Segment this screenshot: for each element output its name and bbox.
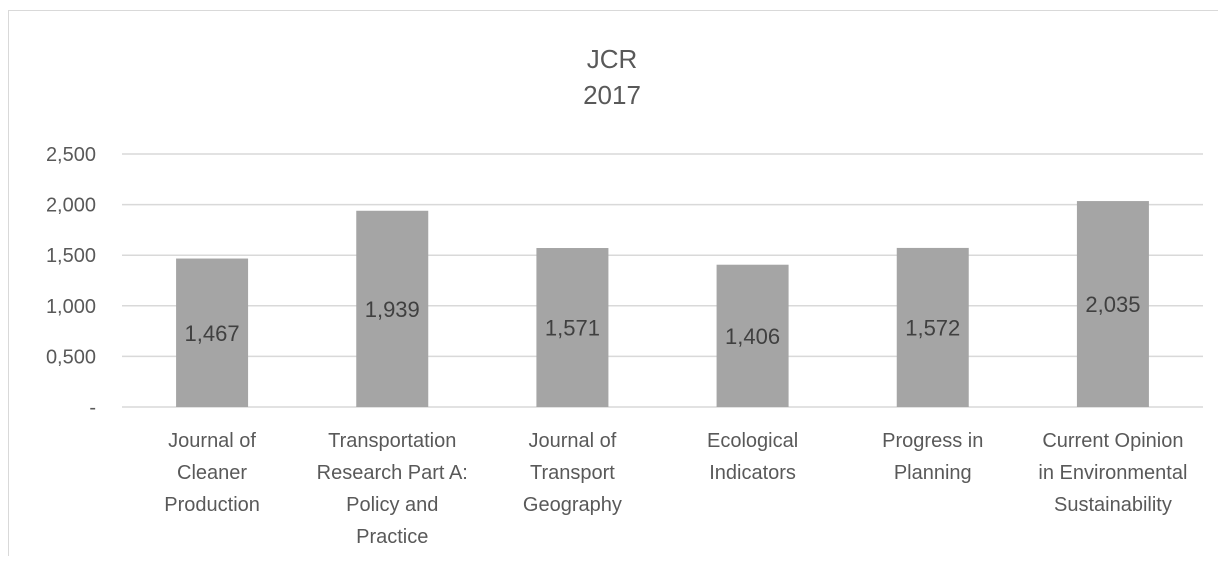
chart-title-line: 2017 bbox=[583, 80, 641, 110]
y-tick-label: 2,000 bbox=[46, 195, 96, 217]
y-tick-label: 1,500 bbox=[46, 245, 96, 267]
x-category-label-line: Geography bbox=[523, 494, 622, 516]
x-category-label: Progress in Planning bbox=[882, 430, 983, 484]
x-category-label: Transportation Research Part A: Policy and… bbox=[317, 430, 468, 548]
gridlines bbox=[122, 153, 1203, 408]
y-tick-label: 0,500 bbox=[46, 346, 96, 368]
data-labels: 1,467 1,939 1,571 1,406 1,572 2,035 bbox=[185, 292, 1141, 349]
x-category-label: Journal of Cleaner Production bbox=[164, 430, 260, 516]
x-category-label-line: Indicators bbox=[709, 462, 796, 484]
x-category-label: Ecological Indicators bbox=[707, 430, 798, 484]
bar bbox=[716, 264, 789, 407]
x-category-label-line: Journal of bbox=[528, 430, 616, 452]
bar bbox=[356, 210, 429, 407]
x-axis-category-labels: Journal of Cleaner Production Transportatio… bbox=[164, 430, 1187, 548]
bar bbox=[896, 247, 969, 407]
y-tick-label: 2,500 bbox=[46, 144, 96, 166]
y-axis-tick-labels: - 0,500 1,000 1,500 2,000 2,500 bbox=[46, 144, 96, 419]
x-category-label-line: Transport bbox=[530, 462, 615, 484]
chart-title-line: JCR bbox=[587, 44, 638, 74]
x-category-label-line: Planning bbox=[894, 462, 972, 484]
x-category-label-line: Practice bbox=[356, 526, 428, 548]
x-category-label-line: Policy and bbox=[346, 494, 438, 516]
x-category-label-line: Ecological bbox=[707, 430, 798, 452]
data-label: 2,035 bbox=[1085, 292, 1140, 317]
bar bbox=[536, 248, 609, 407]
x-category-label-line: Research Part A: bbox=[317, 462, 468, 484]
data-label: 1,406 bbox=[725, 324, 780, 349]
data-label: 1,572 bbox=[905, 315, 960, 340]
chart-title: JCR 2017 bbox=[583, 44, 641, 110]
x-category-label-line: Production bbox=[164, 494, 260, 516]
x-category-label-line: Progress in bbox=[882, 430, 983, 452]
x-category-label-line: Sustainability bbox=[1054, 494, 1172, 516]
x-category-label-line: in Environmental bbox=[1038, 462, 1187, 484]
bar bbox=[176, 258, 249, 407]
data-label: 1,939 bbox=[365, 297, 420, 322]
data-label: 1,467 bbox=[185, 321, 240, 346]
x-category-label-line: Current Opinion bbox=[1042, 430, 1183, 452]
x-category-label: Current Opinion in Environmental Sustainab… bbox=[1038, 430, 1187, 516]
x-category-label-line: Journal of bbox=[168, 430, 256, 452]
bar bbox=[1076, 201, 1149, 407]
x-category-label: Journal of Transport Geography bbox=[523, 430, 622, 516]
x-category-label-line: Transportation bbox=[328, 430, 456, 452]
y-tick-label: 1,000 bbox=[46, 296, 96, 318]
data-label: 1,571 bbox=[545, 316, 600, 341]
x-category-label-line: Cleaner bbox=[177, 462, 247, 484]
y-tick-label: - bbox=[89, 397, 96, 419]
bars bbox=[176, 201, 1149, 407]
